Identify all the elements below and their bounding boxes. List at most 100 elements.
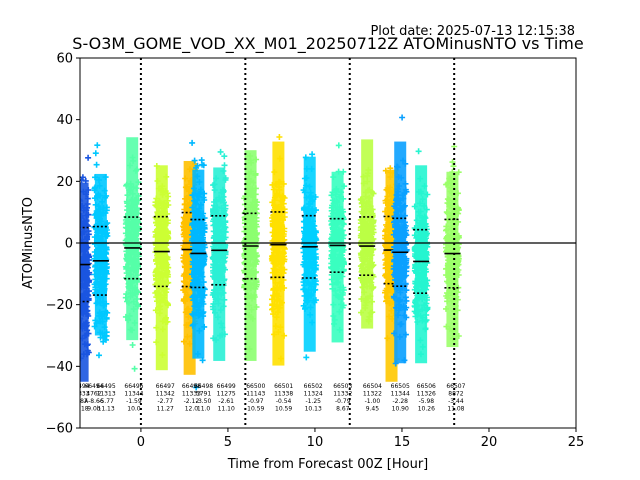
annotation-line: 5791 xyxy=(196,391,211,398)
x-axis-label: Time from Forecast 00Z [Hour] xyxy=(227,457,429,472)
y-tick-label: −40 xyxy=(46,360,73,375)
annotation-line: 11.08 xyxy=(447,406,464,413)
orbit-annotation: 66504 11322 -1.00 9.45 xyxy=(363,383,382,413)
annotation-line: 66506 xyxy=(417,383,436,390)
x-tick-label: 10 xyxy=(307,435,324,450)
annotation-line: 66499 xyxy=(217,383,236,390)
annotation-line: 8872 xyxy=(448,391,463,398)
orbit-annotation: 66506 11326 -5.98 10.26 xyxy=(417,383,436,413)
annotation-line: 11.0 xyxy=(197,406,211,413)
orbit-annotation: 66493 10444 -2.37 10.64 xyxy=(41,383,60,413)
annotation-line: 10.59 xyxy=(275,406,292,413)
orbit-annotation: 66507 8872 -3.44 11.08 xyxy=(446,383,465,413)
annotation-line: 11.13 xyxy=(98,406,115,413)
annotation-line: -1.00 xyxy=(365,398,381,405)
annotation-line: 10444 xyxy=(41,391,60,398)
orbit-points xyxy=(328,142,348,333)
annotation-line: 66504 xyxy=(363,383,382,390)
annotation-line: 10.0 xyxy=(127,406,141,413)
orbit-points xyxy=(152,163,172,358)
orbit-cluster xyxy=(188,139,208,391)
annotation-line: 11344 xyxy=(124,391,143,398)
orbit-annotation: 66495 11313 -5.77 11.13 xyxy=(97,383,116,413)
annotation-line: 4762 xyxy=(86,391,101,398)
orbit-cluster xyxy=(152,163,172,371)
annotation-line: 13.18 xyxy=(71,406,88,413)
annotation-line: -0.97 xyxy=(248,398,264,405)
x-tick-label: 0 xyxy=(137,435,145,450)
annotation-line: 10.13 xyxy=(305,406,322,413)
y-tick-label: 60 xyxy=(56,52,73,67)
orbit-points xyxy=(268,134,288,362)
orbit-annotation: 66505 11344 -2.28 10.90 xyxy=(391,383,410,413)
annotation-line: 66503 xyxy=(333,383,352,390)
orbit-annotation: 66503 11332 -0.79 8.67 xyxy=(333,383,352,413)
x-tick-label: 25 xyxy=(568,435,585,450)
annotation-line: 66498 xyxy=(182,383,201,390)
orbit-annotation: 66499 11275 -2.61 11.10 xyxy=(217,383,236,413)
orbit-annotation: 66494 4762 A-8.66 9.0b xyxy=(84,383,104,413)
annotation-line: 11338 xyxy=(274,391,293,398)
y-tick-label: 40 xyxy=(56,113,73,128)
annotation-line: -1.59 xyxy=(126,398,142,405)
orbit-points xyxy=(209,148,229,343)
annotation-line: 66500 xyxy=(246,383,265,390)
y-tick-label: −20 xyxy=(46,298,73,313)
annotation-line: 8.67 xyxy=(336,406,350,413)
annotation-line: 11322 xyxy=(363,391,382,398)
annotation-line: 11333 xyxy=(70,391,89,398)
annotation-line: 10.59 xyxy=(247,406,264,413)
annotation-line: 66501 xyxy=(274,383,293,390)
orbit-annotation: 66498 11333 -2.12 12.0 xyxy=(182,383,201,413)
annotation-line: 11344 xyxy=(391,391,410,398)
annotation-line: 66497 xyxy=(156,383,175,390)
orbit-cluster xyxy=(241,150,260,361)
annotation-line: 66493 xyxy=(41,383,60,390)
orbit-annotation: 66502 11324 -1.25 10.13 xyxy=(304,383,323,413)
annotation-line: 66507 xyxy=(446,383,465,390)
annotation-line: 11332 xyxy=(333,391,352,398)
annotation-line: 9.0b xyxy=(87,406,101,413)
annotation-line: A-8.66 xyxy=(84,398,104,405)
orbit-annotation: 66497 11342 -2.77 11.27 xyxy=(156,383,175,413)
annotation-line: -2.61 xyxy=(218,398,234,405)
annotation-line: 9.45 xyxy=(366,406,380,413)
orbit-cluster xyxy=(357,139,377,329)
orbit-cluster xyxy=(91,142,111,359)
annotation-line: 11326 xyxy=(417,391,436,398)
annotation-line: -2.28 xyxy=(392,398,408,405)
annotation-line: 10.26 xyxy=(418,406,435,413)
annotation-line: 11.10 xyxy=(218,406,235,413)
y-tick-label: −60 xyxy=(46,422,73,437)
annotation-line: 66494 xyxy=(84,383,103,390)
y-tick-label: 20 xyxy=(56,175,73,190)
orbit-cluster xyxy=(443,143,462,348)
orbit-points xyxy=(443,143,462,342)
annotation-line: -2.12 xyxy=(184,398,200,405)
annotation-line: 66496 xyxy=(124,383,143,390)
annotation-line: -5.98 xyxy=(419,398,435,405)
orbit-annotation: 66498 5791 -3.50 11.0 xyxy=(194,383,213,413)
annotation-line: 10.90 xyxy=(392,406,409,413)
orbit-cluster xyxy=(209,148,229,361)
orbit-annotation: 66494 11333 -4.87 13.18 xyxy=(70,383,89,413)
annotation-line: -2.77 xyxy=(158,398,174,405)
annotation-line: 66505 xyxy=(391,383,410,390)
annotation-line: 11275 xyxy=(217,391,236,398)
annotation-line: 11313 xyxy=(97,391,116,398)
orbit-cluster xyxy=(268,134,288,366)
annotation-line: 11342 xyxy=(156,391,175,398)
orbit-cluster xyxy=(390,114,410,367)
orbit-points xyxy=(122,154,142,372)
orbit-cluster xyxy=(80,154,93,382)
annotation-line: 66498 xyxy=(194,383,213,390)
annotation-line: 66502 xyxy=(304,383,323,390)
annotation-line: -4.87 xyxy=(72,398,88,405)
y-axis-label: ATOMinusNTO xyxy=(21,197,36,289)
orbit-annotation: 66501 11338 -0.54 10.59 xyxy=(274,383,293,413)
plot-area: 66493 10444 -2.37 10.64 66494 11333 -4.87 13.18… xyxy=(41,58,576,428)
plot-date: Plot date: 2025-07-13 12:15:38 xyxy=(370,24,575,39)
x-tick-label: 20 xyxy=(481,435,498,450)
chart-title: S-O3M_GOME_VOD_XX_M01_20250712Z ATOMinus… xyxy=(72,34,583,54)
